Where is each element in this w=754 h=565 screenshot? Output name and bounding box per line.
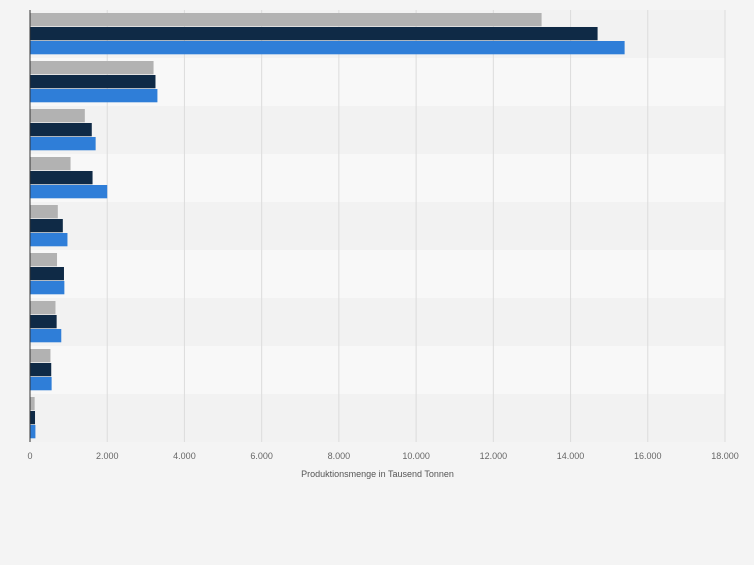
bar xyxy=(30,171,93,185)
x-tick-label: 8.000 xyxy=(328,451,351,461)
category-bands xyxy=(30,10,725,442)
bar xyxy=(30,27,598,41)
gridlines xyxy=(106,10,726,442)
bar xyxy=(30,89,158,103)
bar xyxy=(30,185,108,199)
bar xyxy=(30,109,85,123)
x-tick-label: 2.000 xyxy=(96,451,119,461)
x-axis-label: Produktionsmenge in Tausend Tonnen xyxy=(301,469,454,479)
bar xyxy=(30,233,68,247)
category-band xyxy=(30,154,725,202)
bar xyxy=(30,205,58,219)
bar xyxy=(30,301,56,315)
bar xyxy=(30,137,96,151)
bars xyxy=(30,13,625,439)
category-band xyxy=(30,250,725,298)
x-tick-label: 10.000 xyxy=(402,451,430,461)
bar xyxy=(30,425,36,439)
bar xyxy=(30,329,62,343)
category-band xyxy=(30,106,725,154)
category-band xyxy=(30,202,725,250)
bar xyxy=(30,13,542,27)
x-tick-labels: 0 2.000 4.000 6.000 8.000 10.000 12.000 14.000 1… xyxy=(27,451,738,461)
x-tick-label: 14.000 xyxy=(557,451,585,461)
bar xyxy=(30,377,52,391)
bar xyxy=(30,123,92,137)
bar xyxy=(30,397,35,411)
x-tick-label: 12.000 xyxy=(480,451,508,461)
category-band xyxy=(30,346,725,394)
bar xyxy=(30,75,156,89)
bar xyxy=(30,253,58,267)
category-band xyxy=(30,394,725,442)
x-tick-label: 18.000 xyxy=(711,451,739,461)
x-tick-label: 0 xyxy=(27,451,32,461)
bar xyxy=(30,349,51,363)
bar xyxy=(30,267,64,281)
bar xyxy=(30,41,625,55)
bar xyxy=(30,61,154,75)
bar xyxy=(30,281,65,295)
bar xyxy=(30,315,57,329)
bar xyxy=(30,411,36,425)
category-band xyxy=(30,298,725,346)
bar xyxy=(30,363,52,377)
x-tick-label: 6.000 xyxy=(250,451,273,461)
x-tick-label: 4.000 xyxy=(173,451,196,461)
x-tick-label: 16.000 xyxy=(634,451,662,461)
bar xyxy=(30,157,71,171)
bar xyxy=(30,219,63,233)
